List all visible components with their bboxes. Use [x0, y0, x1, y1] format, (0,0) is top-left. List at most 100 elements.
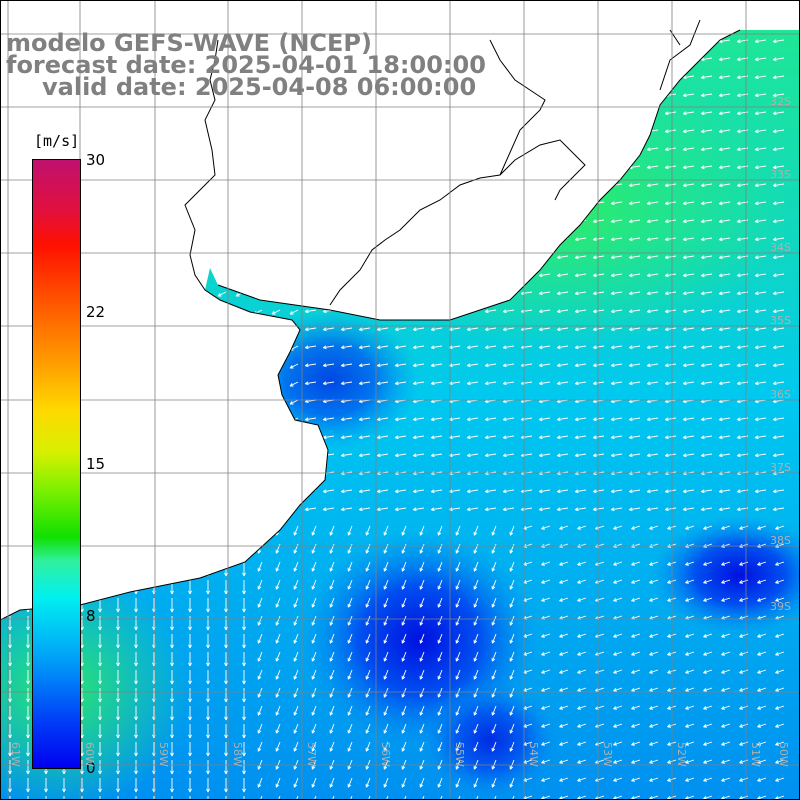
wind-arrow — [491, 597, 497, 608]
longitude-label: 56W — [379, 742, 392, 767]
wind-arrow — [631, 597, 641, 602]
wind-arrow — [718, 93, 731, 98]
wind-arrow — [574, 507, 587, 512]
wind-arrow — [329, 741, 335, 752]
wind-arrow — [649, 651, 659, 656]
wind-arrow — [340, 345, 353, 350]
wind-arrow — [412, 507, 425, 512]
wind-arrow — [419, 597, 425, 608]
wind-arrow — [419, 561, 425, 572]
colorbar — [32, 159, 81, 769]
latitude-label: 33S — [770, 168, 791, 181]
wind-arrow — [700, 435, 713, 440]
wind-arrow — [509, 597, 515, 608]
wind-arrow — [484, 309, 497, 314]
wind-arrow — [538, 435, 551, 440]
wind-arrow — [412, 345, 425, 350]
wind-arrow — [242, 796, 246, 800]
wind-arrow — [322, 345, 335, 350]
wind-arrow — [703, 525, 713, 530]
wind-arrow — [754, 363, 767, 368]
wind-arrow — [646, 489, 659, 494]
wind-arrow — [754, 417, 767, 422]
longitude-label: 51W — [749, 742, 762, 767]
wind-arrow — [649, 687, 659, 692]
wind-arrow — [152, 796, 156, 800]
wind-arrow — [80, 760, 84, 775]
wind-arrow — [541, 525, 551, 530]
wind-arrow — [577, 777, 587, 782]
wind-arrow — [509, 525, 515, 536]
wind-arrow — [430, 381, 443, 386]
wind-arrow — [502, 381, 515, 386]
wind-arrow — [275, 723, 281, 734]
wind-arrow — [466, 345, 479, 350]
wind-arrow — [754, 453, 767, 458]
latitude-label: 35S — [770, 314, 791, 327]
wind-arrow — [466, 435, 479, 440]
wind-arrow — [574, 489, 587, 494]
wind-arrow — [685, 561, 695, 566]
wind-arrow — [664, 237, 677, 242]
wind-arrow — [412, 435, 425, 440]
wind-arrow — [134, 778, 138, 793]
wind-arrow — [613, 525, 623, 530]
wind-arrow — [509, 795, 515, 800]
wind-arrow — [613, 579, 623, 584]
wind-arrow — [206, 580, 210, 595]
wind-arrow — [664, 201, 677, 206]
wind-arrow — [401, 561, 407, 572]
wind-arrow — [365, 723, 371, 734]
wind-arrow — [628, 219, 641, 224]
colorbar-tick: 8 — [86, 607, 96, 625]
wind-arrow — [739, 687, 749, 692]
wind-arrow — [188, 796, 192, 800]
wind-arrow — [613, 633, 623, 638]
wind-arrow — [541, 705, 551, 710]
wind-arrow — [754, 93, 767, 98]
wind-arrow — [646, 147, 659, 152]
wind-arrow — [206, 598, 210, 613]
wind-arrow — [170, 724, 174, 739]
wind-arrow — [275, 705, 281, 716]
wind-arrow — [394, 435, 407, 440]
wind-arrow — [293, 669, 299, 680]
wind-arrow — [700, 417, 713, 422]
wind-arrow — [754, 219, 767, 224]
wind-arrow — [257, 615, 263, 626]
wind-arrow — [293, 615, 299, 626]
wind-arrow — [718, 291, 731, 296]
wind-arrow — [242, 688, 246, 703]
wind-arrow — [721, 777, 731, 782]
wind-arrow — [419, 687, 425, 698]
wind-arrow — [754, 57, 767, 62]
wind-arrow — [491, 615, 497, 626]
forecast-date: forecast date: 2025-04-01 18:00:00 — [6, 51, 486, 79]
wind-arrow — [754, 291, 767, 296]
wind-arrow — [311, 705, 317, 716]
wind-arrow — [257, 561, 263, 572]
wind-arrow — [275, 687, 281, 698]
wind-arrow — [116, 742, 120, 757]
wind-arrow — [649, 705, 659, 710]
wind-arrow — [682, 165, 695, 170]
wind-arrow — [322, 381, 335, 386]
wind-arrow — [401, 651, 407, 662]
wind-arrow — [646, 201, 659, 206]
longitude-label: 57W — [305, 742, 318, 767]
wind-arrow — [26, 634, 30, 649]
wind-arrow — [26, 760, 30, 775]
wind-arrow — [8, 796, 12, 800]
wind-arrow — [358, 381, 371, 386]
wind-arrow — [700, 183, 713, 188]
wind-arrow — [502, 489, 515, 494]
wind-arrow — [577, 741, 587, 746]
wind-arrow — [347, 633, 353, 644]
wind-arrow — [631, 669, 641, 674]
wind-arrow — [329, 777, 335, 788]
wind-arrow — [347, 795, 353, 800]
wind-arrow — [134, 634, 138, 649]
wind-arrow — [347, 543, 353, 554]
wind-arrow — [484, 507, 497, 512]
